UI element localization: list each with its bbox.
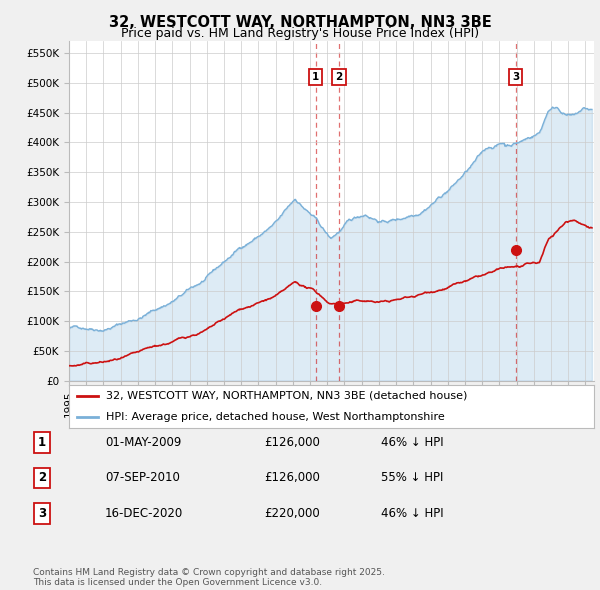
Text: 2: 2 xyxy=(335,72,343,82)
Text: 46% ↓ HPI: 46% ↓ HPI xyxy=(381,507,443,520)
Text: 32, WESTCOTT WAY, NORTHAMPTON, NN3 3BE (detached house): 32, WESTCOTT WAY, NORTHAMPTON, NN3 3BE (… xyxy=(106,391,467,401)
Text: 1: 1 xyxy=(312,72,319,82)
Text: 55% ↓ HPI: 55% ↓ HPI xyxy=(381,471,443,484)
Text: 46% ↓ HPI: 46% ↓ HPI xyxy=(381,436,443,449)
Text: 2: 2 xyxy=(38,471,46,484)
Text: 07-SEP-2010: 07-SEP-2010 xyxy=(105,471,180,484)
Text: £126,000: £126,000 xyxy=(264,471,320,484)
Text: £220,000: £220,000 xyxy=(264,507,320,520)
Text: Price paid vs. HM Land Registry's House Price Index (HPI): Price paid vs. HM Land Registry's House … xyxy=(121,27,479,40)
Text: 32, WESTCOTT WAY, NORTHAMPTON, NN3 3BE: 32, WESTCOTT WAY, NORTHAMPTON, NN3 3BE xyxy=(109,15,491,30)
Text: 3: 3 xyxy=(512,72,520,82)
Text: HPI: Average price, detached house, West Northamptonshire: HPI: Average price, detached house, West… xyxy=(106,412,445,422)
Text: £126,000: £126,000 xyxy=(264,436,320,449)
Text: 3: 3 xyxy=(38,507,46,520)
Text: 1: 1 xyxy=(38,436,46,449)
Text: 01-MAY-2009: 01-MAY-2009 xyxy=(105,436,181,449)
Text: 16-DEC-2020: 16-DEC-2020 xyxy=(105,507,183,520)
Text: Contains HM Land Registry data © Crown copyright and database right 2025.
This d: Contains HM Land Registry data © Crown c… xyxy=(33,568,385,587)
